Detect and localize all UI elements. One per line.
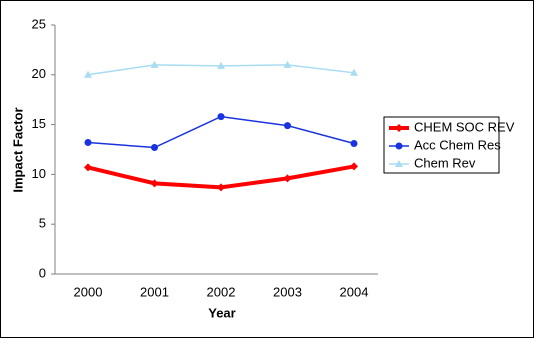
x-tick-label: 2002 (207, 284, 236, 299)
x-tick-label: 2001 (140, 284, 169, 299)
y-tick-label: 0 (39, 265, 46, 280)
y-axis-title: Impact Factor (10, 107, 25, 192)
marker (283, 60, 292, 68)
marker (150, 60, 159, 68)
marker (350, 140, 358, 148)
x-tick-label: 2003 (273, 284, 302, 299)
y-tick-label: 25 (32, 16, 46, 31)
marker (217, 113, 225, 121)
legend-label: CHEM SOC REV (414, 119, 515, 134)
marker (84, 163, 92, 172)
legend-label: Chem Rev (414, 155, 476, 170)
x-axis-title: Year (208, 305, 235, 320)
y-tick-label: 15 (32, 116, 46, 131)
x-tick-label: 2004 (340, 284, 369, 299)
marker (150, 179, 159, 188)
marker (395, 124, 403, 132)
legend-label: Acc Chem Res (414, 137, 501, 152)
y-tick-label: 20 (32, 66, 46, 81)
marker (395, 142, 403, 150)
y-tick-label: 10 (32, 166, 46, 181)
x-tick-label: 2000 (74, 284, 103, 299)
y-tick-label: 5 (39, 216, 46, 231)
marker (151, 144, 158, 152)
marker (84, 70, 92, 78)
marker (217, 183, 225, 192)
marker (217, 61, 225, 69)
marker (350, 68, 358, 76)
marker (283, 174, 292, 183)
marker (84, 139, 92, 147)
marker (284, 122, 291, 130)
marker (395, 160, 403, 167)
marker (350, 162, 358, 171)
